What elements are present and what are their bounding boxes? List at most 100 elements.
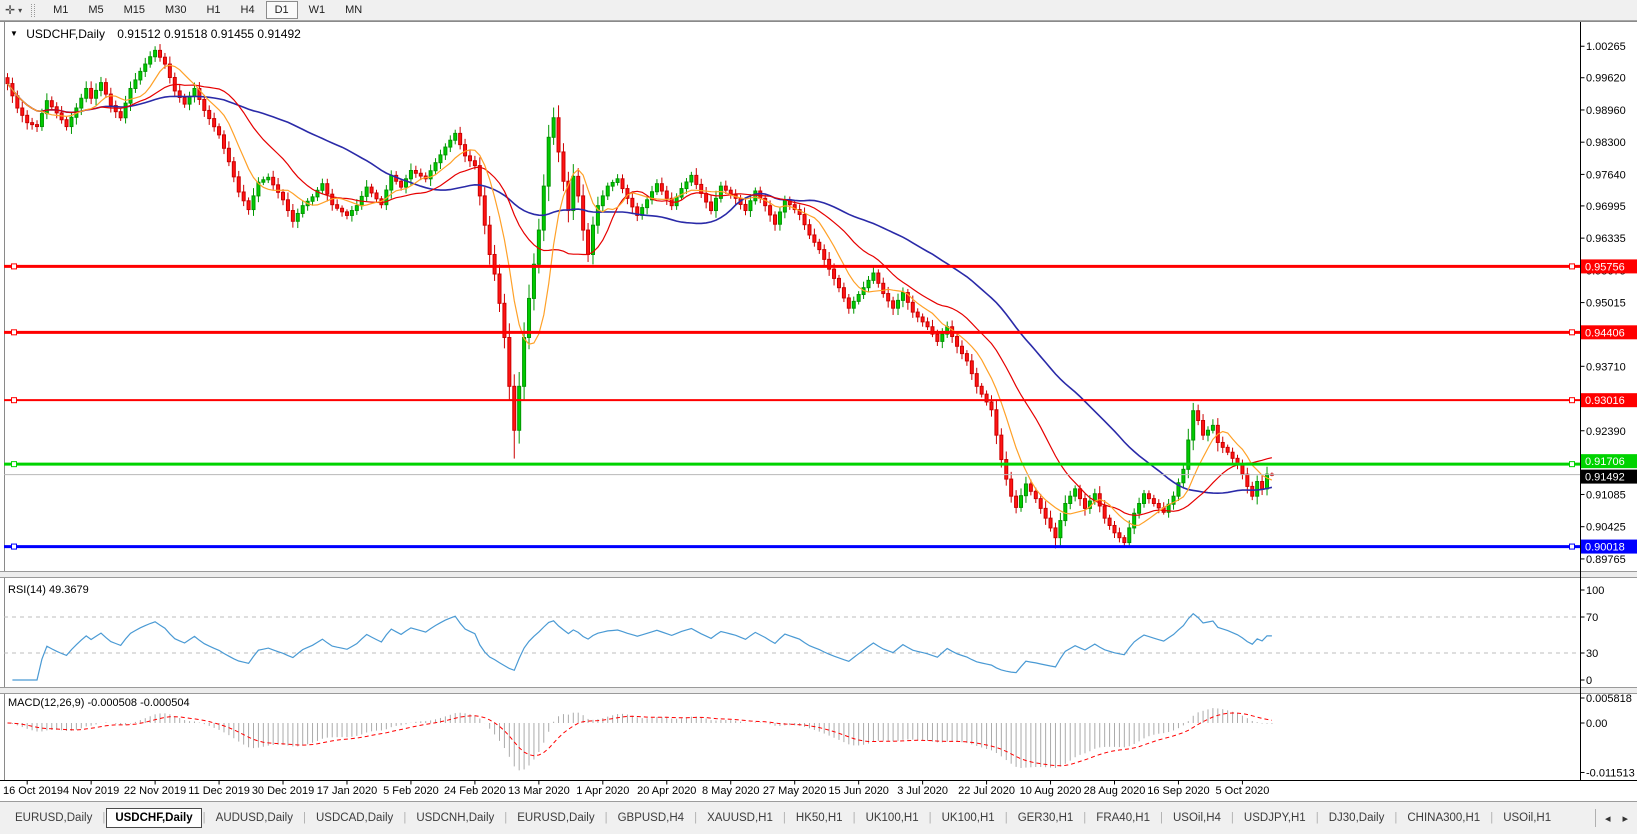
price-axis-label: 0.96335 (1586, 233, 1626, 245)
chart-tab-usoil-h1[interactable]: USOil,H1 (1503, 812, 1552, 824)
macd-axis: 0.005818 0.00 -0.011513 (1580, 693, 1635, 779)
date-axis-label: 27 May 2020 (763, 785, 827, 797)
date-axis-label: 20 Apr 2020 (637, 785, 696, 797)
chart-title: ▼ USDCHF,Daily 0.91512 0.91518 0.91455 0… (10, 27, 301, 41)
price-axis-label: 0.92390 (1586, 426, 1626, 438)
chart-tab-dj30-daily[interactable]: DJ30,Daily (1328, 812, 1385, 824)
chart-tab-uk100-h1[interactable]: UK100,H1 (941, 812, 995, 824)
svg-text:0.90018: 0.90018 (1585, 542, 1625, 554)
chart-tab-usdchf-daily[interactable]: USDCHF,Daily (106, 808, 202, 828)
date-axis-label: 10 Aug 2020 (1020, 785, 1082, 797)
svg-text:0.91706: 0.91706 (1585, 456, 1625, 468)
rsi-axis-label: 30 (1586, 648, 1598, 660)
svg-text:0.91492: 0.91492 (1585, 472, 1625, 484)
date-axis-label: 5 Oct 2020 (1216, 785, 1270, 797)
chart-tab-eurusd-daily[interactable]: EURUSD,Daily (15, 812, 93, 824)
date-axis-label: 13 Mar 2020 (508, 785, 570, 797)
ma-fast-line (7, 64, 1273, 527)
date-axis-label: 15 Jun 2020 (828, 785, 889, 797)
macd-panel (7, 708, 1273, 771)
chart-tab-audusd-daily[interactable]: AUDUSD,Daily (215, 812, 293, 824)
chart-tab-eurusd-daily[interactable]: EURUSD,Daily (517, 812, 595, 824)
svg-text:0.94406: 0.94406 (1585, 327, 1625, 339)
timeframe-button-m5[interactable]: M5 (88, 4, 104, 16)
price-axis-label: 0.93710 (1586, 361, 1626, 373)
tab-separator: | (1159, 812, 1163, 824)
tab-separator: | (1004, 812, 1008, 824)
tab-scroll-right-icon[interactable]: ▸ (1622, 812, 1628, 825)
macd-axis-label: 0.005818 (1586, 693, 1632, 705)
crosshair-tool-icon[interactable]: ✛ (5, 3, 16, 17)
price-axis-label: 0.95015 (1586, 298, 1626, 310)
horizontal-line-0.91706[interactable] (4, 461, 1580, 468)
toolbar-grip[interactable] (31, 3, 36, 17)
horizontal-line-0.90018[interactable] (4, 543, 1580, 550)
price-axis-label: 0.96995 (1586, 201, 1626, 213)
macd-signal-line (7, 712, 1272, 767)
timeframe-button-group: M1 M5 M15 M30 H1 H4 D1 W1 MN (43, 1, 372, 19)
date-axis-label: 8 May 2020 (702, 785, 759, 797)
chart-tab-fra40-h1[interactable]: FRA40,H1 (1096, 812, 1150, 824)
chart-tab-china300-h1[interactable]: CHINA300,H1 (1407, 812, 1481, 824)
timeframe-button-w1[interactable]: W1 (308, 4, 326, 16)
tab-separator: | (928, 812, 932, 824)
symbol-period-label: USDCHF,Daily (26, 27, 105, 41)
price-axis-label: 0.91085 (1586, 489, 1626, 501)
timeframe-button-m1[interactable]: M1 (53, 4, 69, 16)
candlestick-series (5, 44, 1274, 549)
date-axis-label: 1 Apr 2020 (576, 785, 629, 797)
tab-separator: | (1083, 812, 1087, 824)
price-tag-0.91706: 0.91706 (1581, 454, 1637, 469)
tab-separator: | (852, 812, 856, 824)
chart-tab-hk50-h1[interactable]: HK50,H1 (795, 812, 843, 824)
tab-separator: | (1315, 812, 1319, 824)
horizontal-line-0.95756[interactable] (4, 263, 1580, 270)
price-tag-0.95756: 0.95756 (1581, 259, 1637, 274)
tab-scroll-controls: ◂ ▸ (1594, 809, 1637, 827)
rsi-panel (4, 612, 1580, 681)
timeframe-button-h1[interactable]: H1 (206, 4, 221, 16)
chart-tabs: EURUSD,Daily | USDCHF,Daily | AUDUSD,Daily | U… (0, 802, 1595, 834)
horizontal-line-0.93016[interactable] (4, 397, 1580, 404)
macd-axis-label: -0.011513 (1586, 767, 1635, 779)
timeframe-button-mn[interactable]: MN (345, 4, 363, 16)
tab-separator: | (1230, 812, 1234, 824)
price-axis-label: 0.99620 (1586, 73, 1626, 85)
chart-tab-xauusd-h1[interactable]: XAUUSD,H1 (707, 812, 773, 824)
tab-scroll-left-icon[interactable]: ◂ (1604, 812, 1611, 825)
price-axis-label: 0.97640 (1586, 169, 1626, 181)
chart-tab-usdjpy-h1[interactable]: USDJPY,H1 (1243, 812, 1306, 824)
ma-mid-line (7, 83, 1273, 516)
chart-menu-icon[interactable]: ▼ (10, 29, 18, 38)
timeframe-button-h4[interactable]: H4 (240, 4, 255, 16)
tab-separator: | (604, 812, 608, 824)
chart-tab-usdcnh-daily[interactable]: USDCNH,Daily (416, 812, 495, 824)
price-axis-label: 0.90425 (1586, 522, 1626, 534)
tab-separator: | (102, 812, 106, 824)
price-tag-0.93016: 0.93016 (1581, 393, 1637, 408)
price-axis-label: 0.89765 (1586, 554, 1626, 566)
chart-tab-uk100-h1[interactable]: UK100,H1 (865, 812, 919, 824)
date-axis-label: 5 Feb 2020 (383, 785, 439, 797)
svg-text:0.95756: 0.95756 (1585, 261, 1625, 273)
timeframe-button-d1[interactable]: D1 (265, 1, 298, 19)
chart-tab-gbpusd-h4[interactable]: GBPUSD,H4 (617, 812, 685, 824)
timeframe-button-m30[interactable]: M30 (165, 4, 187, 16)
date-axis-label: 16 Oct 2019 (3, 785, 63, 797)
tab-separator: | (202, 812, 206, 824)
toolbar-dropdown-icon[interactable]: ▾ (18, 5, 23, 15)
price-axis-label: 0.98960 (1586, 105, 1626, 117)
tab-separator: | (403, 812, 407, 824)
date-axis-label: 22 Jul 2020 (958, 785, 1015, 797)
date-axis-label: 22 Nov 2019 (124, 785, 186, 797)
date-axis-label: 28 Aug 2020 (1084, 785, 1146, 797)
chart-tab-ger30-h1[interactable]: GER30,H1 (1017, 812, 1074, 824)
quote-values: 0.91512 0.91518 0.91455 0.91492 (117, 27, 301, 41)
tab-separator: | (504, 812, 508, 824)
timeframe-button-m15[interactable]: M15 (123, 4, 146, 16)
chart-tab-usdcad-daily[interactable]: USDCAD,Daily (315, 812, 394, 824)
tab-separator: | (1490, 812, 1494, 824)
horizontal-line-0.94406[interactable] (4, 329, 1580, 336)
chart-tab-usoil-h4[interactable]: USOil,H4 (1172, 812, 1221, 824)
